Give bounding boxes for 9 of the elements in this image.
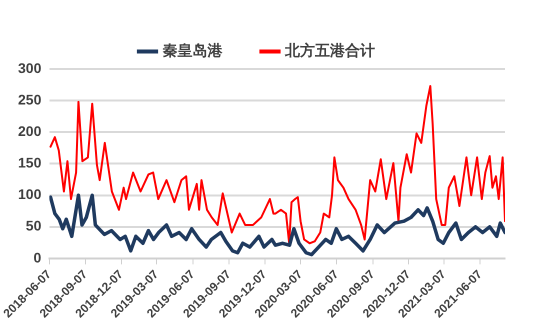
y-tick-label: 200 xyxy=(18,122,42,139)
y-tick-label: 300 xyxy=(18,60,42,76)
legend-label: 北方五港合计 xyxy=(284,41,375,60)
legend-label: 秦皇岛港 xyxy=(162,41,224,60)
y-tick-label: 150 xyxy=(18,154,42,171)
y-tick-label: 250 xyxy=(18,91,42,108)
y-tick-label: 100 xyxy=(18,186,42,202)
y-tick-label: 50 xyxy=(26,218,42,234)
y-tick-label: 0 xyxy=(34,249,42,266)
